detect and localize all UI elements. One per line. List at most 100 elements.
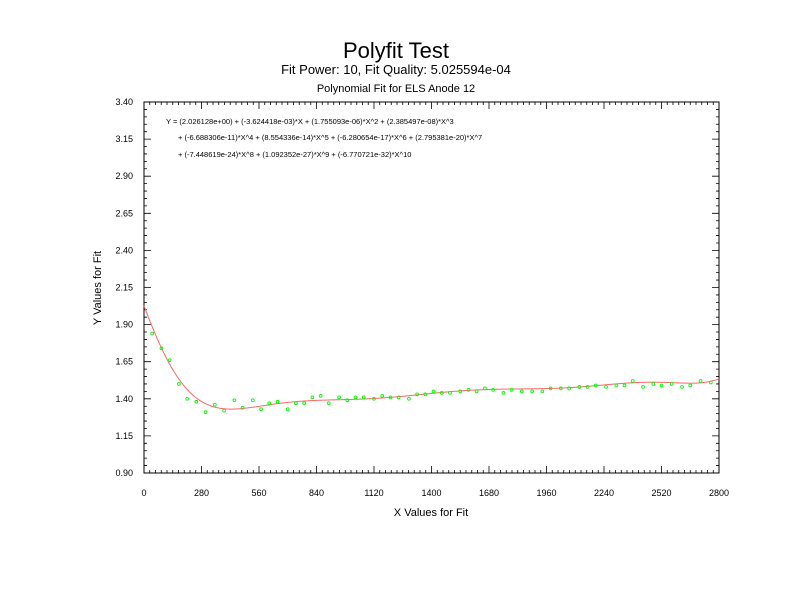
data-point xyxy=(185,396,189,401)
data-point xyxy=(302,401,307,406)
data-point xyxy=(622,383,627,388)
data-point xyxy=(466,388,471,392)
data-point xyxy=(559,386,563,391)
y-tick-label: 1.65 xyxy=(115,357,133,367)
data-point xyxy=(548,386,553,391)
data-point xyxy=(345,398,350,403)
data-point xyxy=(483,386,487,391)
data-point xyxy=(285,407,290,412)
x-tick-label: 1400 xyxy=(421,488,441,498)
data-point xyxy=(501,391,506,395)
data-point xyxy=(540,389,545,394)
y-tick-label: 2.15 xyxy=(115,283,133,293)
data-point xyxy=(641,385,645,389)
data-point xyxy=(520,389,524,394)
chart-subtitle: Fit Power: 10, Fit Quality: 5.025594e-04 xyxy=(281,62,511,77)
y-tick-label: 1.15 xyxy=(115,431,133,441)
x-tick-label: 840 xyxy=(309,488,324,498)
data-point xyxy=(669,382,674,386)
data-point xyxy=(423,392,428,397)
y-tick-labels: 0.90 1.15 1.40 1.65 1.90 2.15 2.40 2.65 2.90 3.15… xyxy=(115,97,133,478)
data-point xyxy=(509,388,514,392)
data-point xyxy=(267,401,272,406)
y-tick-label: 2.40 xyxy=(115,245,133,255)
chart-subtitle-2: Polynomial Fit for ELS Anode 12 xyxy=(317,83,475,95)
data-point xyxy=(326,401,331,406)
equation-line-3: + (-7.448619e-24)*X^8 + (1.092352e-27)*X… xyxy=(178,150,411,159)
data-point xyxy=(232,398,237,403)
x-tick-label: 2520 xyxy=(651,488,671,498)
x-tick-label: 2240 xyxy=(594,488,614,498)
data-point xyxy=(474,389,479,394)
data-point xyxy=(458,389,463,394)
data-point xyxy=(353,395,358,400)
x-tick-label: 2800 xyxy=(709,488,729,498)
axis-ticks xyxy=(143,101,720,474)
data-point xyxy=(318,393,323,398)
data-point xyxy=(361,395,366,400)
data-point xyxy=(310,395,315,400)
data-point xyxy=(448,391,452,395)
data-point xyxy=(194,399,199,404)
y-tick-label: 1.90 xyxy=(115,320,133,330)
data-point xyxy=(150,331,155,336)
data-point xyxy=(577,385,582,389)
data-point xyxy=(431,389,436,394)
fit-curve xyxy=(143,305,720,410)
data-point xyxy=(614,383,619,388)
equation-line-1: Y = (2.026128e+00) + (-3.624418e-03)*X +… xyxy=(166,117,454,126)
y-tick-label: 2.65 xyxy=(115,208,133,218)
data-point xyxy=(203,410,208,415)
data-point xyxy=(275,399,280,404)
data-point xyxy=(372,396,376,401)
data-point xyxy=(250,398,255,403)
y-tick-label: 0.90 xyxy=(115,468,133,478)
data-point xyxy=(294,401,298,406)
y-tick-label: 1.40 xyxy=(115,394,133,404)
data-point xyxy=(491,388,495,392)
data-point xyxy=(630,379,635,383)
x-tick-label: 0 xyxy=(141,488,146,498)
data-point xyxy=(407,396,411,401)
x-axis-label: X Values for Fit xyxy=(394,507,468,519)
data-point xyxy=(388,395,393,400)
data-point xyxy=(337,395,341,400)
data-point xyxy=(651,382,656,386)
data-point xyxy=(213,402,217,407)
data-point xyxy=(167,358,172,363)
data-point xyxy=(530,389,534,394)
x-tick-label: 1120 xyxy=(364,488,383,498)
data-point xyxy=(222,408,226,413)
y-axis-label: Y Values for Fit xyxy=(92,251,104,325)
data-point xyxy=(593,383,598,388)
data-point xyxy=(380,393,385,398)
data-point xyxy=(396,395,401,400)
data-point xyxy=(708,380,713,385)
data-point xyxy=(659,383,664,388)
data-point xyxy=(585,385,590,389)
data-point xyxy=(159,346,164,351)
chart-title: Polyfit Test xyxy=(343,38,449,63)
y-tick-label: 2.90 xyxy=(115,171,133,181)
data-point xyxy=(240,405,245,410)
data-point xyxy=(259,407,263,412)
x-tick-label: 560 xyxy=(251,488,266,498)
data-point xyxy=(604,385,608,389)
x-tick-label: 280 xyxy=(194,488,209,498)
data-point xyxy=(688,383,693,388)
y-tick-label: 3.40 xyxy=(115,97,133,107)
x-tick-labels: 0 280 560 840 1120 1400 1680 1960 2240 2520 2800 xyxy=(141,488,729,498)
data-point xyxy=(415,392,419,397)
data-point xyxy=(680,385,684,389)
y-tick-label: 3.15 xyxy=(115,134,133,144)
equation-line-2: + (-6.688306e-11)*X^4 + (8.554336e-14)*X… xyxy=(178,133,482,142)
data-point xyxy=(177,382,181,386)
x-tick-label: 1960 xyxy=(536,488,556,498)
data-point xyxy=(439,391,444,395)
data-point xyxy=(567,386,571,391)
data-points xyxy=(150,331,713,415)
data-point xyxy=(698,379,703,383)
x-tick-label: 1680 xyxy=(479,488,499,498)
tick-marks xyxy=(143,101,720,474)
